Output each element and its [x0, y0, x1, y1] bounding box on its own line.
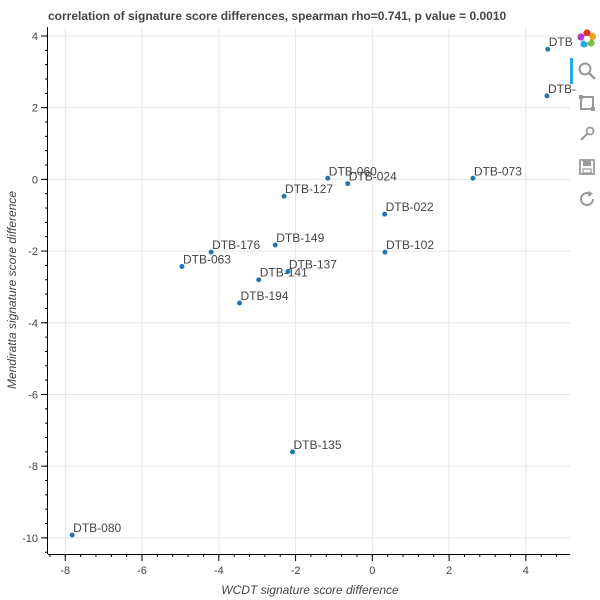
data-point[interactable] [470, 175, 476, 181]
point-label: DTB-063 [183, 252, 231, 266]
point-label: DTB-127 [285, 182, 333, 196]
x-tick-label: -6 [137, 565, 147, 577]
data-point[interactable] [345, 181, 351, 187]
data-point[interactable] [325, 175, 331, 181]
y-tick-label: -10 [22, 533, 38, 545]
data-point[interactable] [382, 249, 388, 255]
save-icon[interactable] [574, 154, 600, 180]
point-label: DTB-024 [349, 170, 397, 184]
point-label: DTB-102 [386, 238, 434, 252]
point-label: DTB-022 [386, 200, 434, 214]
bokeh-logo-icon[interactable] [574, 26, 600, 52]
y-tick-label: -8 [28, 461, 38, 473]
data-point[interactable] [289, 449, 295, 455]
data-points [69, 46, 551, 538]
data-point[interactable] [256, 277, 262, 283]
y-axis-label: Mendiratta signature score difference [5, 191, 19, 389]
toolbar [570, 26, 600, 218]
lasso-icon[interactable] [574, 122, 600, 148]
x-tick-label: 2 [446, 565, 452, 577]
chart-title: correlation of signature score differenc… [48, 9, 507, 23]
x-tick-label: -2 [291, 565, 301, 577]
y-tick-label: -2 [28, 246, 38, 258]
data-point[interactable] [281, 193, 287, 199]
point-label: DTB-073 [474, 164, 522, 178]
point-label: DTB-141 [260, 266, 308, 280]
axes: -8 -6 -4 -2 0 2 4 -10 -8 -6 -4 -2 0 2 4 [22, 27, 570, 577]
data-point[interactable] [69, 532, 75, 538]
x-tick-label: -8 [60, 565, 70, 577]
point-label: DTB-080 [73, 521, 121, 535]
point-label: DTB- [548, 82, 576, 96]
point-label: DTB-137 [289, 257, 337, 271]
y-tick-label: 0 [32, 174, 38, 186]
plot-area[interactable] [48, 27, 570, 554]
data-point[interactable] [237, 300, 243, 306]
grid [48, 27, 570, 554]
y-tick-label: 4 [32, 31, 38, 43]
data-point[interactable] [545, 46, 551, 52]
x-tick-label: 0 [369, 565, 375, 577]
y-tick-label: 2 [32, 103, 38, 115]
x-axis-label: WCDT signature score difference [221, 583, 399, 597]
box-zoom-icon[interactable] [570, 58, 600, 84]
box-select-icon[interactable] [574, 90, 600, 116]
point-label: DTB-194 [241, 289, 289, 303]
data-point[interactable] [179, 263, 185, 269]
point-label: DTB [549, 35, 573, 49]
y-tick-label: -4 [28, 318, 38, 330]
x-tick-label: 4 [523, 565, 529, 577]
point-label: DTB-149 [276, 231, 324, 245]
data-point[interactable] [382, 211, 388, 217]
point-label: DTB-176 [212, 238, 260, 252]
point-label: DTB-135 [293, 438, 341, 452]
point-label: DTB-060 [329, 164, 377, 178]
reset-icon[interactable] [574, 186, 600, 212]
data-point[interactable] [272, 242, 278, 248]
data-point[interactable] [208, 249, 214, 255]
y-tick-label: -6 [28, 389, 38, 401]
data-point[interactable] [285, 268, 291, 274]
x-tick-label: -4 [214, 565, 224, 577]
data-point[interactable] [544, 93, 550, 99]
